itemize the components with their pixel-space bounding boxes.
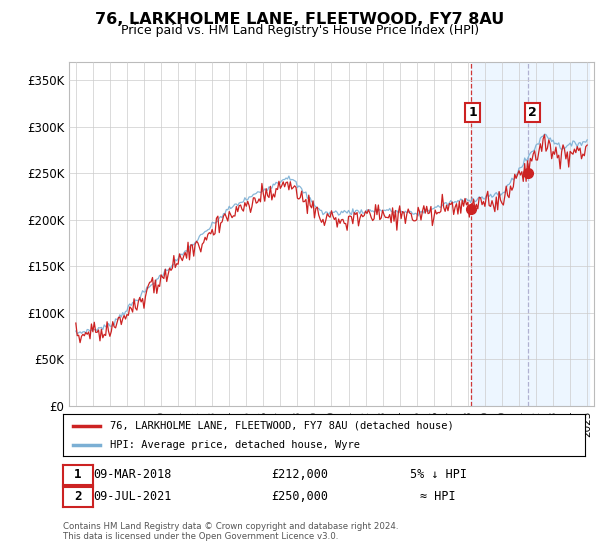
Text: HPI: Average price, detached house, Wyre: HPI: Average price, detached house, Wyre [110,440,360,450]
Text: 2: 2 [528,106,537,119]
Text: 09-JUL-2021: 09-JUL-2021 [93,490,171,503]
Text: 76, LARKHOLME LANE, FLEETWOOD, FY7 8AU: 76, LARKHOLME LANE, FLEETWOOD, FY7 8AU [95,12,505,27]
Text: 2: 2 [74,490,82,503]
Text: £250,000: £250,000 [271,490,329,503]
Text: Contains HM Land Registry data © Crown copyright and database right 2024.
This d: Contains HM Land Registry data © Crown c… [63,522,398,542]
Text: Price paid vs. HM Land Registry's House Price Index (HPI): Price paid vs. HM Land Registry's House … [121,24,479,36]
Bar [471,62,589,406]
Text: 5% ↓ HPI: 5% ↓ HPI [409,468,467,482]
Text: ≈ HPI: ≈ HPI [420,490,456,503]
Text: 09-MAR-2018: 09-MAR-2018 [93,468,171,482]
Text: 1: 1 [74,468,82,482]
Text: 76, LARKHOLME LANE, FLEETWOOD, FY7 8AU (detached house): 76, LARKHOLME LANE, FLEETWOOD, FY7 8AU (… [110,421,454,431]
Text: 1: 1 [468,106,477,119]
Text: £212,000: £212,000 [271,468,329,482]
